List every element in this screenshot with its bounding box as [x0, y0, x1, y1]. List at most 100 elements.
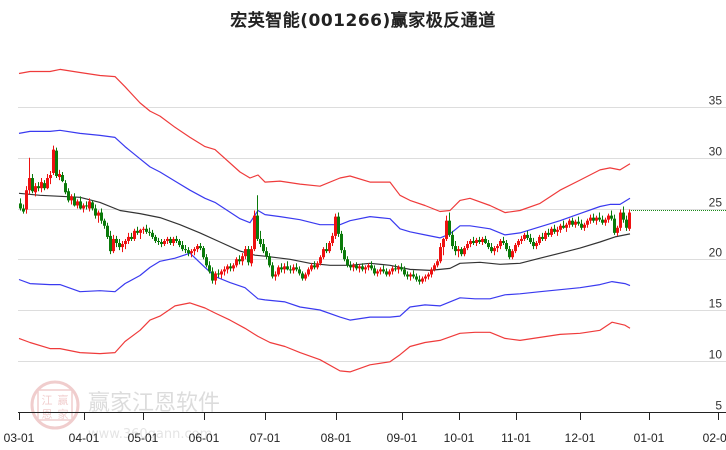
candle-body: [112, 238, 115, 252]
candle-body: [172, 238, 175, 244]
candle-body: [430, 269, 433, 275]
candle-body: [427, 274, 430, 277]
candle-body: [286, 266, 289, 270]
candle-body: [178, 240, 181, 246]
candle-body: [49, 175, 52, 179]
x-tick-label: 04-01: [69, 431, 100, 445]
candle-body: [379, 269, 382, 272]
candle-body: [292, 267, 295, 271]
candle-body: [166, 238, 169, 241]
candle-body: [436, 261, 439, 266]
candle-body: [262, 244, 265, 252]
y-tick-label: 15: [709, 297, 723, 311]
candle-body: [133, 230, 136, 239]
upper_inner-line: [18, 129, 631, 239]
candle-body: [100, 212, 103, 221]
candle-body: [535, 243, 538, 247]
candle-body: [397, 267, 400, 270]
candle-body: [124, 240, 127, 245]
candle-body: [271, 265, 274, 277]
candle-body: [610, 215, 613, 219]
candle-body: [169, 238, 172, 244]
candle-body: [625, 219, 628, 228]
candle-body: [547, 232, 550, 235]
candle-body: [451, 234, 454, 247]
y-axis: 35 30 25 20 15 10 5: [709, 94, 723, 413]
candle-body: [232, 265, 235, 269]
x-axis: 03-01 04-01 05-01 06-01 07-01 08-01 09-01 10-01…: [4, 412, 726, 445]
candle-body: [484, 238, 487, 244]
candle-body: [154, 236, 157, 241]
candle-body: [373, 268, 376, 274]
candle-body: [181, 245, 184, 250]
candle-body: [88, 201, 91, 209]
candle-body: [529, 237, 532, 242]
candle-body: [415, 276, 418, 280]
candle-body: [46, 178, 49, 189]
candle-body: [127, 236, 130, 241]
candle-body: [208, 265, 211, 272]
candle-body: [250, 249, 253, 264]
candle-body: [586, 220, 589, 225]
candle-body: [202, 248, 205, 258]
candle-body: [565, 224, 568, 228]
watermark-seal-icon: [30, 380, 80, 430]
candle-body: [34, 186, 37, 193]
candle-body: [136, 230, 139, 233]
candle-body: [331, 235, 334, 244]
candle-body: [454, 246, 457, 252]
candle-body: [121, 244, 124, 248]
candle-body: [73, 197, 76, 206]
gridlines: [18, 107, 726, 362]
watermark: 江 赢 恩 家 赢家江恩软件 www.360gann.com: [30, 380, 220, 442]
candle-body: [70, 196, 73, 201]
candle-body: [304, 274, 307, 279]
candle-body: [481, 238, 484, 242]
watermark-url: www.360gann.com: [88, 427, 212, 442]
candle-body: [274, 274, 277, 277]
candle-body: [226, 266, 229, 270]
candle-body: [238, 259, 241, 262]
candle-body: [61, 175, 64, 182]
candle-body: [439, 247, 442, 262]
y-tick-label: 5: [715, 399, 722, 413]
candle-body: [433, 265, 436, 270]
candle-body: [490, 247, 493, 252]
x-tick-label: 09-01: [387, 431, 418, 445]
candle-body: [400, 267, 403, 270]
candle-body: [613, 218, 616, 233]
candle-body: [559, 225, 562, 230]
candle-body: [64, 183, 67, 193]
candle-body: [244, 249, 247, 257]
candle-body: [265, 251, 268, 257]
candle-body: [511, 251, 514, 258]
candle-body: [295, 267, 298, 270]
x-tick-label: 12-01: [565, 431, 596, 445]
candle-body: [79, 201, 82, 209]
candle-body: [148, 231, 151, 233]
y-tick-label: 30: [709, 145, 723, 159]
x-tick-label: 01-01: [634, 431, 665, 445]
candle-body: [103, 220, 106, 226]
lower_inner-line: [18, 252, 631, 321]
candle-body: [340, 233, 343, 251]
candle-body: [55, 150, 58, 177]
svg-text:江: 江: [42, 394, 53, 407]
candle-body: [442, 238, 445, 248]
candle-body: [349, 265, 352, 268]
candle-body: [220, 271, 223, 275]
watermark-brand: 赢家江恩软件: [88, 391, 220, 416]
candle-body: [619, 212, 622, 228]
candle-body: [568, 220, 571, 225]
middle-line: [18, 192, 631, 271]
candle-body: [502, 240, 505, 244]
x-tick-label: 02-01: [703, 431, 726, 445]
candle-body: [325, 249, 328, 252]
candle-body: [157, 240, 160, 242]
candle-body: [310, 265, 313, 270]
candle-body: [544, 232, 547, 239]
candle-body: [475, 239, 478, 244]
candle-body: [595, 217, 598, 221]
y-tick-label: 10: [709, 348, 723, 362]
candle-body: [388, 271, 391, 275]
